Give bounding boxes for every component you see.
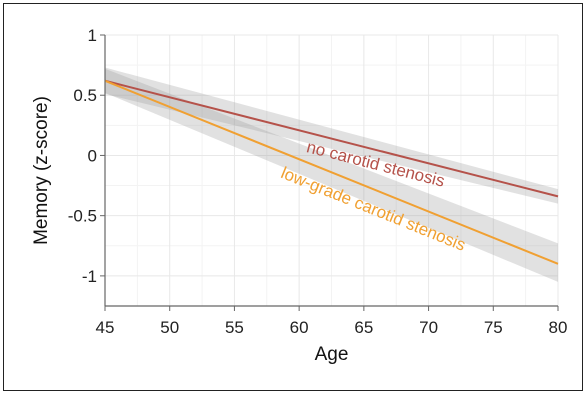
y-tick-label: 0.5 (73, 86, 97, 105)
x-tick-label: 45 (96, 318, 115, 337)
y-tick-label: 0 (88, 146, 97, 165)
x-tick-label: 55 (225, 318, 244, 337)
x-axis-label: Age (315, 344, 349, 365)
x-tick-label: 50 (160, 318, 179, 337)
x-tick-label: 60 (290, 318, 309, 337)
x-tick-label: 70 (419, 318, 438, 337)
y-tick-label: -0.5 (68, 207, 97, 226)
y-axis-label: Memory (z-score) (31, 96, 52, 245)
x-tick-label: 80 (549, 318, 568, 337)
y-tick-label: -1 (82, 267, 97, 286)
x-tick-label: 65 (354, 318, 373, 337)
x-tick-label: 75 (484, 318, 503, 337)
y-tick-label: 1 (88, 26, 97, 45)
